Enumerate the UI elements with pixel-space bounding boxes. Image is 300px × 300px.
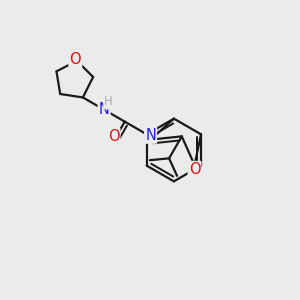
Text: O: O [70, 52, 81, 67]
Text: N: N [99, 102, 110, 117]
Text: O: O [108, 129, 119, 144]
Text: N: N [145, 128, 156, 142]
Text: O: O [189, 162, 200, 177]
Text: H: H [104, 95, 113, 108]
